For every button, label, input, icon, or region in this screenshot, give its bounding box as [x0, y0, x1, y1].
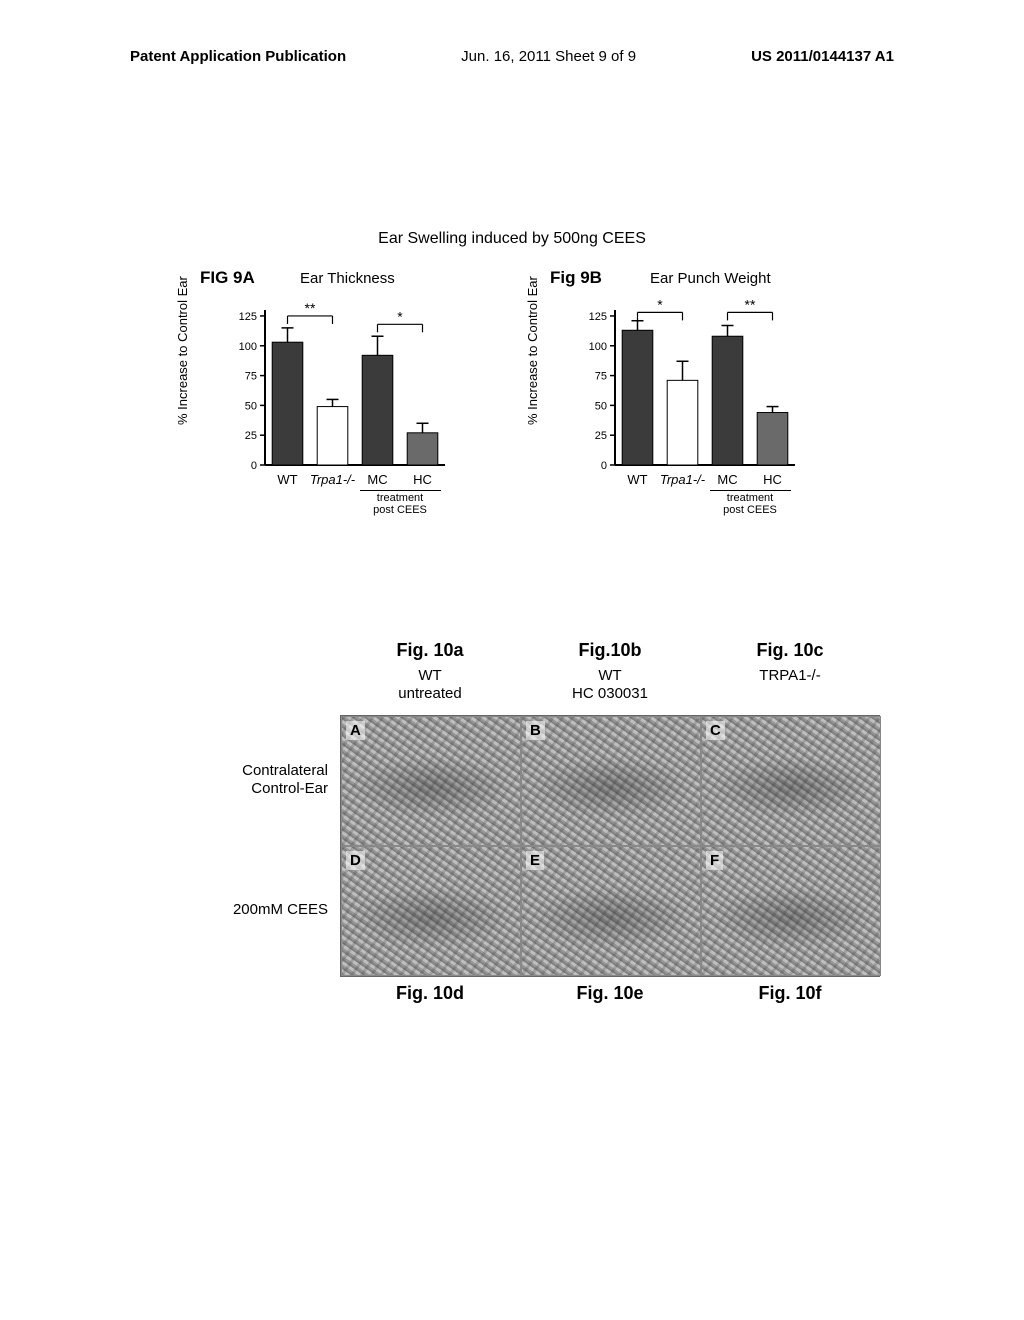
fig-label-9a: FIG 9A [200, 268, 255, 288]
svg-text:100: 100 [239, 341, 257, 353]
fig-top-2: Fig. 10c [700, 640, 880, 661]
svg-text:0: 0 [251, 460, 257, 472]
col-sub-1-l1: WT [520, 667, 700, 685]
svg-text:75: 75 [595, 371, 607, 383]
page-header: Patent Application Publication Jun. 16, … [0, 48, 1024, 65]
panel-f: F [701, 846, 881, 976]
header-right: US 2011/0144137 A1 [751, 48, 894, 65]
row-lab-0: Contralateral Control-Ear [160, 715, 340, 845]
svg-text:25: 25 [595, 430, 607, 442]
xtick: Trpa1-/- [308, 472, 358, 487]
xtick: MC [353, 472, 403, 487]
col-sub-0-l2: untreated [340, 685, 520, 703]
plot-9b: 0255075100125*** WTTrpa1-/-MCHCtreatment… [585, 295, 805, 495]
panel-c: C [701, 716, 881, 846]
chart-title-9a: Ear Thickness [300, 270, 395, 287]
sub-label: treatment post CEES [345, 492, 455, 516]
svg-text:0: 0 [601, 460, 607, 472]
col-head-2: Fig. 10c TRPA1-/- [700, 640, 880, 715]
panel-e: E [521, 846, 701, 976]
svg-text:100: 100 [589, 341, 607, 353]
col-sub-1: WT HC 030031 [520, 667, 700, 707]
fig-top-0: Fig. 10a [340, 640, 520, 661]
fig-label-9b: Fig 9B [550, 268, 602, 288]
panel-d: D [341, 846, 521, 976]
panel-letter-a: A [346, 721, 365, 740]
panel-rows: Contralateral Control-Ear 200mM CEES A B… [160, 715, 880, 977]
row-labels: Contralateral Control-Ear 200mM CEES [160, 715, 340, 977]
svg-text:**: ** [745, 296, 756, 312]
row-lab-1: 200mM CEES [160, 845, 340, 975]
row-lab-1-txt: 200mM CEES [233, 901, 328, 919]
header-center: Jun. 16, 2011 Sheet 9 of 9 [461, 48, 636, 65]
fig-top-1: Fig.10b [520, 640, 700, 661]
xtick: MC [703, 472, 753, 487]
panel-b: B [521, 716, 701, 846]
header-left: Patent Application Publication [130, 48, 346, 65]
row-lab-0-txt: Contralateral Control-Ear [242, 762, 328, 798]
xtick: HC [398, 472, 448, 487]
panel-letter-e: E [526, 851, 544, 870]
fig10-panels: Fig. 10a WT untreated Fig.10b WT HC 0300… [160, 640, 880, 1004]
panel-letter-c: C [706, 721, 725, 740]
bar-svg-9a: 0255075100125*** [235, 295, 455, 495]
col-sub-0-l1: WT [340, 667, 520, 685]
fig-bottom-2: Fig. 10f [700, 977, 880, 1004]
svg-text:50: 50 [595, 400, 607, 412]
svg-text:125: 125 [239, 311, 257, 323]
fig-bottom-1: Fig. 10e [520, 977, 700, 1004]
svg-text:75: 75 [245, 371, 257, 383]
panel-letter-d: D [346, 851, 365, 870]
svg-text:*: * [397, 308, 403, 324]
xtick: HC [748, 472, 798, 487]
fig-bottom-0: Fig. 10d [340, 977, 520, 1004]
panel-fig-bottom: Fig. 10d Fig. 10e Fig. 10f [340, 977, 880, 1004]
svg-text:*: * [657, 296, 663, 312]
bar-svg-9b: 0255075100125*** [585, 295, 805, 495]
col-sub-1-l2: HC 030031 [520, 685, 700, 703]
sub-underline [710, 490, 791, 491]
svg-text:50: 50 [245, 400, 257, 412]
panel-top-labels: Fig. 10a WT untreated Fig.10b WT HC 0300… [160, 640, 880, 715]
svg-text:25: 25 [245, 430, 257, 442]
sub-label: treatment post CEES [695, 492, 805, 516]
panel-a: A [341, 716, 521, 846]
panel-grid: A B C D E F [340, 715, 880, 977]
ylabel-9a: % Increase to Control Ear [175, 276, 190, 425]
col-sub-2-l1: TRPA1-/- [700, 667, 880, 685]
plot-9a: 0255075100125*** WTTrpa1-/-MCHCtreatment… [235, 295, 455, 495]
svg-text:**: ** [305, 300, 316, 316]
xtick: WT [263, 472, 313, 487]
svg-text:125: 125 [589, 311, 607, 323]
panel-letter-f: F [706, 851, 723, 870]
xtick: Trpa1-/- [658, 472, 708, 487]
ylabel-9b: % Increase to Control Ear [525, 276, 540, 425]
col-head-0: Fig. 10a WT untreated [340, 640, 520, 715]
col-head-1: Fig.10b WT HC 030031 [520, 640, 700, 715]
xtick: WT [613, 472, 663, 487]
sub-underline [360, 490, 441, 491]
chart-title-9b: Ear Punch Weight [650, 270, 771, 287]
main-title: Ear Swelling induced by 500ng CEES [378, 230, 646, 248]
col-sub-0: WT untreated [340, 667, 520, 707]
panel-letter-b: B [526, 721, 545, 740]
col-sub-2: TRPA1-/- [700, 667, 880, 707]
